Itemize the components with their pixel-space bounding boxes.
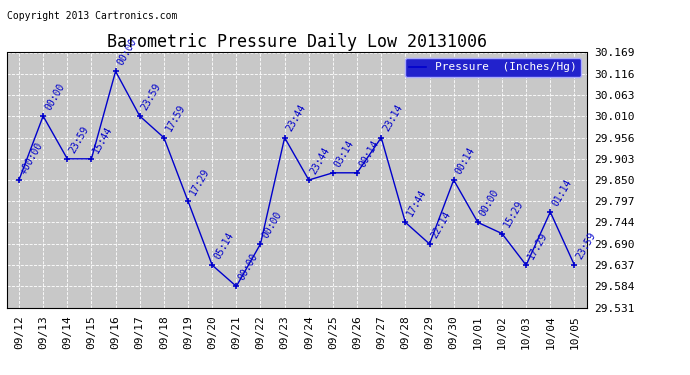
- Text: 00:14: 00:14: [454, 146, 477, 176]
- Text: 23:44: 23:44: [284, 103, 308, 134]
- Text: 23:14: 23:14: [381, 103, 404, 134]
- Text: 05:14: 05:14: [213, 231, 235, 261]
- Text: 15:44: 15:44: [91, 124, 115, 154]
- Text: 00:00: 00:00: [261, 209, 284, 240]
- Text: 23:59: 23:59: [68, 124, 90, 154]
- Text: Copyright 2013 Cartronics.com: Copyright 2013 Cartronics.com: [7, 11, 177, 21]
- Text: +00:00: +00:00: [19, 140, 46, 176]
- Text: 22:14: 22:14: [429, 209, 453, 240]
- Text: 00:00: 00:00: [115, 37, 139, 67]
- Text: 15:29: 15:29: [502, 199, 525, 230]
- Text: 17:44: 17:44: [406, 188, 428, 218]
- Text: 17:29: 17:29: [526, 231, 549, 261]
- Text: 23:59: 23:59: [574, 231, 598, 261]
- Title: Barometric Pressure Daily Low 20131006: Barometric Pressure Daily Low 20131006: [107, 33, 486, 51]
- Text: 01:14: 01:14: [551, 177, 573, 208]
- Text: 00:00: 00:00: [477, 188, 501, 218]
- Text: 00:00: 00:00: [236, 252, 259, 282]
- Text: 00:14: 00:14: [357, 138, 380, 169]
- Text: 17:59: 17:59: [164, 103, 187, 134]
- Text: 00:00: 00:00: [43, 81, 66, 112]
- Text: 23:59: 23:59: [139, 81, 163, 112]
- Text: 17:29: 17:29: [188, 166, 211, 197]
- Text: 03:14: 03:14: [333, 138, 356, 169]
- Text: 23:44: 23:44: [308, 146, 332, 176]
- Legend: Pressure  (Inches/Hg): Pressure (Inches/Hg): [405, 58, 581, 77]
